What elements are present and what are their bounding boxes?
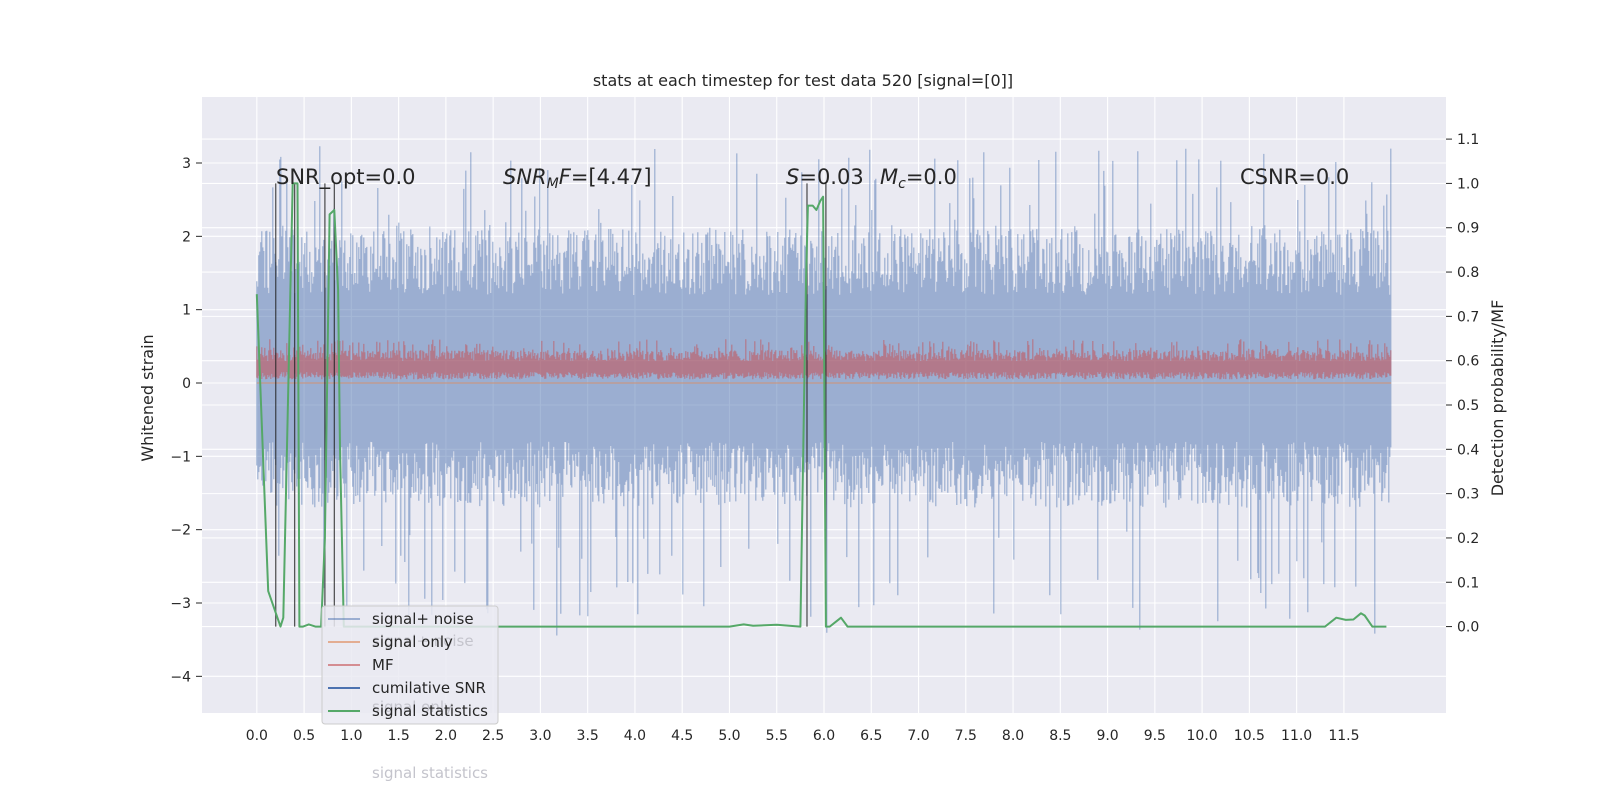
x-tick-label: 11.5 bbox=[1328, 728, 1359, 744]
x-tick-label: 2.0 bbox=[435, 728, 457, 744]
legend-ghost-label: signal only bbox=[372, 698, 453, 716]
y2-tick-label: 0.4 bbox=[1457, 442, 1479, 458]
annotation-snr-mf: SNRMF=[4.47] bbox=[503, 165, 652, 192]
x-tick-label: 8.0 bbox=[1002, 728, 1024, 744]
legend-label: signal only bbox=[372, 633, 453, 651]
x-tick-label: 0.0 bbox=[246, 728, 268, 744]
signal-statistics-series bbox=[255, 182, 1387, 628]
x-tick-label: 5.5 bbox=[766, 728, 788, 744]
y2-tick-label: 1.1 bbox=[1457, 132, 1479, 148]
legend-label: cumilative SNR bbox=[372, 679, 486, 697]
y-tick-label: −2 bbox=[170, 523, 191, 539]
x-tick-label: 1.5 bbox=[387, 728, 409, 744]
x-tick-label: 4.0 bbox=[624, 728, 646, 744]
y2-tick-label: 0.0 bbox=[1457, 620, 1479, 636]
y-tick-label: 1 bbox=[182, 303, 191, 319]
x-tick-label: 6.5 bbox=[860, 728, 882, 744]
x-tick-label: 10.5 bbox=[1234, 728, 1265, 744]
x-tick-label: 10.0 bbox=[1187, 728, 1218, 744]
x-tick-label: 7.0 bbox=[907, 728, 929, 744]
y2-tick-label: 0.6 bbox=[1457, 354, 1479, 370]
x-tick-label: 4.5 bbox=[671, 728, 693, 744]
annotation-csnr: CSNR=0.0 bbox=[1240, 165, 1349, 189]
y2-tick-label: 0.8 bbox=[1457, 265, 1479, 281]
y-tick-label: −3 bbox=[170, 596, 191, 612]
mf-line bbox=[256, 339, 1392, 380]
x-tick-label: 3.5 bbox=[577, 728, 599, 744]
legend-label: signal statistics bbox=[372, 702, 488, 720]
legend-label: signal+ noise bbox=[372, 610, 474, 628]
y-tick-label: 3 bbox=[182, 156, 191, 172]
x-tick-label: 11.0 bbox=[1281, 728, 1312, 744]
legend-ghost-label: signal statistics bbox=[372, 764, 488, 782]
x-tick-label: 1.0 bbox=[340, 728, 362, 744]
annotation-snr-opt: SNR_opt=0.0 bbox=[276, 165, 416, 190]
legend-box bbox=[321, 605, 499, 725]
x-tick-label: 6.0 bbox=[813, 728, 835, 744]
legend-label: MF bbox=[372, 656, 394, 674]
annotation-s: S=0.03 bbox=[786, 165, 864, 189]
chart-title: stats at each timestep for test data 520… bbox=[593, 71, 1013, 90]
y-tick-label: −1 bbox=[170, 449, 191, 465]
signal-statistics-line bbox=[255, 182, 1387, 628]
x-tick-label: 9.5 bbox=[1144, 728, 1166, 744]
x-tick-label: 9.0 bbox=[1096, 728, 1118, 744]
x-tick-label: 0.5 bbox=[293, 728, 315, 744]
x-tick-label: 3.0 bbox=[529, 728, 551, 744]
y2-tick-label: 0.1 bbox=[1457, 575, 1479, 591]
x-tick-label: 5.0 bbox=[718, 728, 740, 744]
x-tick-label: 8.5 bbox=[1049, 728, 1071, 744]
y-tick-label: 0 bbox=[182, 376, 191, 392]
annotation-mc: Mc=0.0 bbox=[880, 165, 957, 192]
x-tick-label: 7.5 bbox=[955, 728, 977, 744]
mf-series bbox=[256, 339, 1392, 380]
y2-tick-label: 0.9 bbox=[1457, 221, 1479, 237]
legend-ghost-label: signal+ noise bbox=[372, 632, 474, 650]
y-axis-label: Whitened strain bbox=[138, 334, 157, 461]
y2-axis-label: Detection probability/MF bbox=[1488, 300, 1507, 497]
y-tick-label: −4 bbox=[170, 669, 191, 685]
y-tick-label: 2 bbox=[182, 229, 191, 245]
y2-tick-label: 0.3 bbox=[1457, 487, 1479, 503]
y2-tick-label: 0.5 bbox=[1457, 398, 1479, 414]
y2-tick-label: 0.7 bbox=[1457, 309, 1479, 325]
axis-ticks: 0.0 0.5 1.0 1.5 2.0 2.5 3.0 3.5 4.0 4.5 5.0 5.5 6.0 6… bbox=[170, 132, 1479, 744]
y2-tick-label: 0.2 bbox=[1457, 531, 1479, 547]
y2-tick-label: 1.0 bbox=[1457, 176, 1479, 192]
x-tick-label: 2.5 bbox=[482, 728, 504, 744]
